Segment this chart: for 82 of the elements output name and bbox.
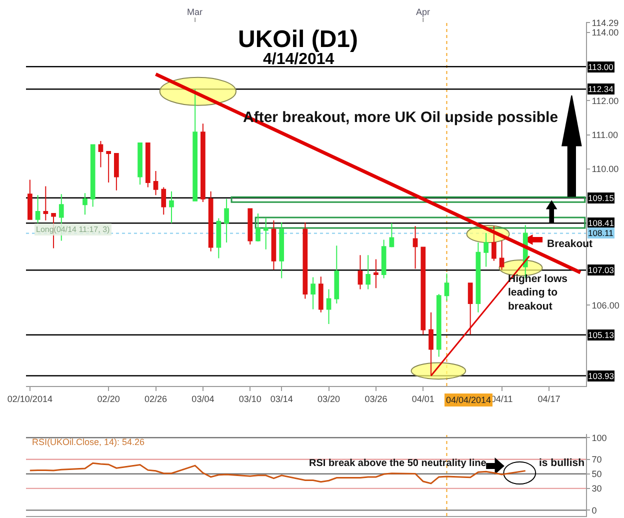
candlestick (366, 254, 371, 290)
y-tick-label: 30 (592, 484, 602, 494)
candlestick (476, 242, 481, 313)
y-tick-label: 106.00 (592, 300, 620, 310)
candlestick (263, 218, 268, 250)
chart-title: RSI(UKOil.Close, 14): 54.26 (32, 437, 145, 447)
candlestick (153, 170, 158, 196)
candlestick (248, 208, 253, 246)
ref-line-label: 04/04/2014 (446, 395, 492, 405)
candlestick (200, 123, 206, 202)
candlestick (208, 190, 214, 252)
y-tick-label: 70 (592, 454, 602, 465)
ref-line-label: 108.41 (588, 218, 614, 228)
ref-line-label: 103.93 (588, 371, 614, 381)
ref-line-label: 107.03 (588, 265, 614, 275)
candlestick (169, 190, 174, 224)
candlestick (499, 240, 504, 270)
x-tick-label: 04/01 (412, 394, 434, 404)
candlestick (28, 179, 32, 220)
x-tick-label: 04/17 (538, 394, 560, 404)
annotation: RSI break above the 50 neutrality line (309, 458, 487, 469)
candlestick (420, 246, 426, 336)
annotation: is bullish (539, 457, 585, 469)
candlestick (358, 254, 363, 290)
y-tick-label: 0 (592, 505, 597, 516)
candlestick (192, 88, 198, 202)
y-tick-label: 110.00 (592, 164, 619, 174)
x-tick-label: 03/20 (318, 394, 340, 404)
candlestick (216, 218, 222, 259)
candlestick (374, 258, 378, 289)
candlestick (279, 222, 284, 279)
x-tick-label: 02/26 (144, 394, 168, 404)
y-tick-label: 50 (592, 469, 602, 480)
x-tick-label: 03/04 (192, 394, 214, 404)
candlestick (318, 276, 324, 313)
annotation: Breakout (547, 238, 594, 250)
candlestick (436, 293, 442, 358)
candlestick (256, 213, 260, 242)
chart-title: UKOil (D1) (238, 26, 358, 53)
x-tick-label: 03/14 (270, 394, 293, 404)
candlestick (90, 144, 96, 208)
candlestick (106, 151, 111, 184)
candlestick (82, 192, 88, 216)
x-tick-label: 03/26 (364, 394, 388, 404)
candlestick (114, 153, 119, 191)
candlestick (468, 282, 473, 336)
ref-line-label: 112.34 (588, 84, 614, 94)
y-tick-label: 111.00 (592, 130, 618, 140)
x2-tick-label: Apr (416, 7, 430, 17)
ref-line-label: 108.11 (588, 228, 614, 238)
candlestick (444, 273, 450, 302)
ref-line-label: 113.00 (588, 62, 614, 72)
candlestick (271, 220, 276, 270)
candlestick (138, 142, 142, 186)
candlestick (161, 186, 166, 216)
candlestick (326, 288, 332, 324)
candlestick (98, 140, 104, 168)
candlestick (334, 245, 340, 304)
y-tick-label: 114.29 (592, 18, 619, 28)
candlestick (224, 198, 229, 244)
x2-tick-label: Mar (187, 7, 202, 17)
candlestick (310, 276, 316, 310)
candlestick (412, 226, 418, 270)
candlestick (381, 239, 386, 279)
ref-line-label: 109.15 (588, 193, 614, 203)
annotation: Long(04/14 11:17, 3) (36, 225, 110, 234)
candlestick (484, 232, 488, 268)
candlestick (389, 222, 394, 248)
candlestick (35, 194, 40, 224)
x-tick-label: 03/10 (238, 394, 262, 404)
ref-line-label: 105.13 (588, 330, 614, 340)
y-tick-label: 112.00 (592, 96, 619, 106)
y-tick-label: 100 (592, 432, 607, 443)
candlestick (302, 222, 308, 300)
candlestick (43, 186, 48, 221)
text: 4/14/2014 (263, 51, 334, 68)
candlestick (145, 142, 150, 188)
candlestick (428, 312, 434, 376)
candlestick (492, 226, 496, 262)
x-tick-label: 02/20 (97, 394, 120, 404)
x-tick-label: 02/10/2014 (7, 394, 52, 404)
y-tick-label: 114.00 (592, 28, 619, 38)
